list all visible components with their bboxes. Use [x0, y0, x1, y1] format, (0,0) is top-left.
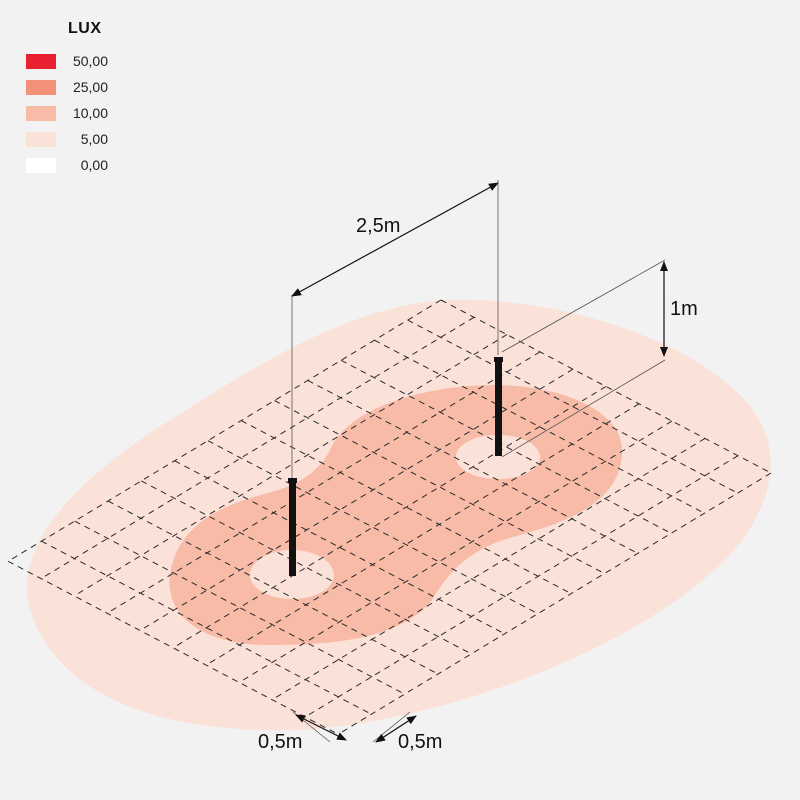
grid-line-23 [304, 455, 739, 718]
lux-legend: LUX 50,00 25,00 10,00 5,00 0,00 [26, 20, 108, 178]
legend-swatch-5 [26, 131, 56, 147]
grid-line-17 [106, 351, 541, 614]
grid-line-18 [139, 368, 574, 631]
grid-line-8 [174, 460, 505, 635]
grid-line-9 [141, 480, 472, 655]
grid-line-3 [340, 359, 672, 534]
grid-line-21 [238, 420, 673, 683]
grid-line-12 [41, 540, 372, 715]
legend-value-50: 50,00 [72, 53, 108, 69]
grid-step-left-label: 0,5m [258, 731, 302, 753]
grid-line-6 [240, 420, 572, 595]
grid-line-2 [374, 339, 705, 514]
grid-line-0 [440, 299, 772, 474]
legend-swatch-10 [26, 105, 56, 121]
grid-line-1 [407, 319, 738, 494]
bollard-light-right [494, 357, 503, 456]
legend-item-25: 25,00 [26, 74, 108, 100]
legend-title: LUX [68, 20, 102, 37]
spacing-dimension-arrow [291, 182, 499, 297]
grid-line-15 [40, 316, 475, 580]
legend-swatch-50 [26, 53, 56, 69]
grid-line-5 [274, 400, 605, 574]
grid-line-7 [207, 440, 539, 615]
pole-height-label: 1m [670, 298, 698, 320]
legend-value-5: 5,00 [80, 131, 108, 147]
legend-value-10: 10,00 [72, 105, 108, 121]
legend-swatch-0 [26, 157, 56, 173]
grid-line-11 [74, 520, 405, 695]
grid-line-10 [107, 500, 439, 675]
legend-item-5: 5,00 [26, 126, 108, 152]
grid-line-14 [7, 299, 442, 562]
grid-step-arrow-right [375, 715, 417, 743]
legend-item-0: 0,00 [26, 152, 108, 178]
zone-10-lux [169, 385, 623, 645]
grid-line-19 [172, 386, 607, 649]
grid-step-right-label: 0,5m [398, 731, 442, 753]
grid-line-16 [73, 334, 508, 597]
grid-line-20 [205, 403, 640, 666]
legend-value-0: 0,00 [80, 157, 108, 173]
grid-line-22 [271, 437, 706, 701]
pole-spacing-label: 2,5m [356, 215, 400, 237]
grid-line-24 [337, 472, 772, 735]
grid-line-13 [7, 560, 339, 735]
legend-item-10: 10,00 [26, 100, 108, 126]
legend-item-50: 50,00 [26, 48, 108, 74]
bollard-light-left [288, 478, 297, 576]
grid-step-arrow-left [295, 714, 347, 741]
grid-line-4 [307, 379, 639, 554]
legend-swatch-25 [26, 79, 56, 95]
floor-grid [7, 299, 772, 735]
legend-value-25: 25,00 [72, 79, 108, 95]
